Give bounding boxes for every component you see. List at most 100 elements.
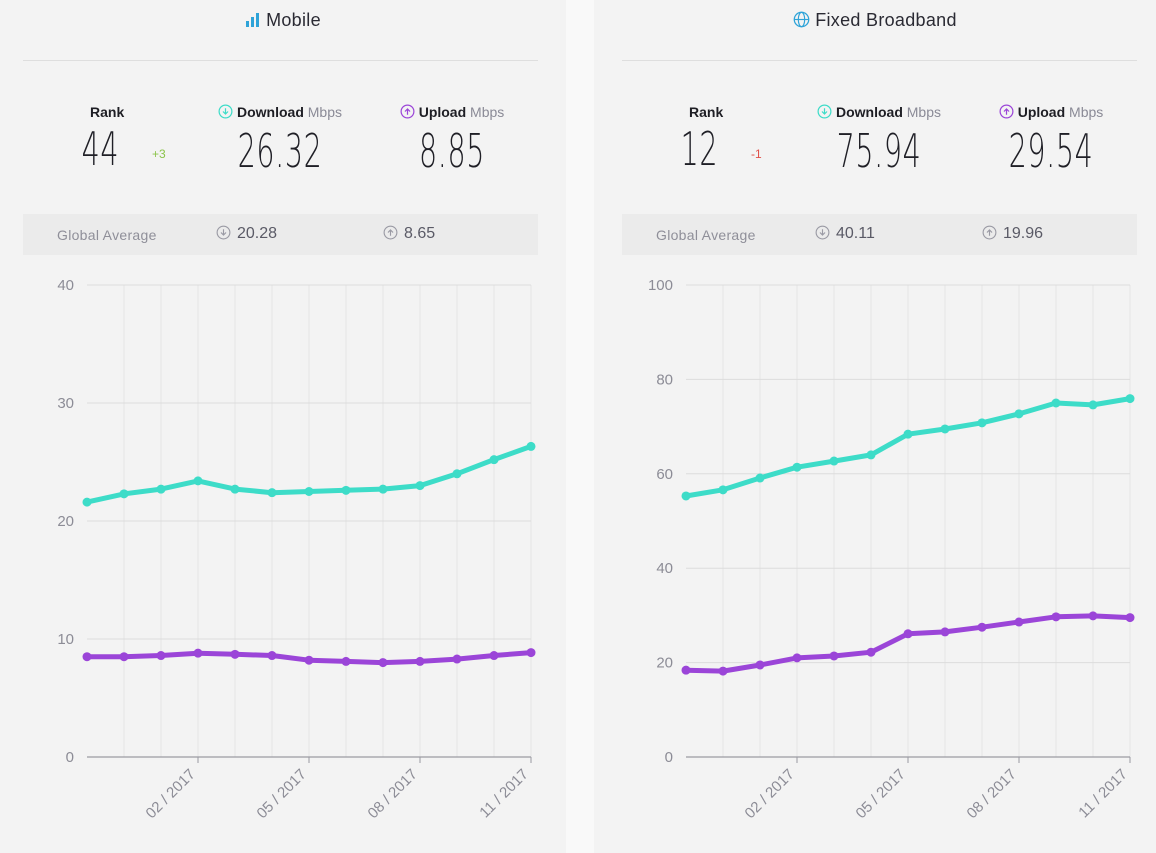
upload-data-point: [378, 658, 388, 668]
x-tick-label: 08 / 2017: [365, 766, 421, 822]
download-data-point: [378, 484, 388, 494]
download-data-point: [718, 485, 728, 495]
x-tick-label: 08 / 2017: [964, 766, 1020, 822]
mobile-panel: Mobile Rank 44 +3 Download Mbps 26.32 Up…: [0, 0, 566, 853]
download-data-point: [1014, 409, 1024, 419]
upload-data-point: [415, 656, 425, 666]
global-upload: 8.65: [383, 225, 435, 245]
upload-data-point: [866, 647, 876, 657]
upload-data-point: [82, 652, 92, 662]
global-download: 40.11: [815, 225, 875, 245]
download-data-point: [304, 487, 314, 496]
upload-value: 8.85: [419, 124, 485, 178]
upload-label: Upload Mbps: [971, 104, 1131, 122]
rank-label: Rank: [689, 104, 724, 120]
upload-data-point: [452, 654, 462, 664]
download-data-point: [193, 476, 203, 486]
global-average-bar: Global Average 40.11 19.96: [622, 214, 1137, 255]
download-circle-icon: [216, 225, 231, 245]
signal-bars-icon: [245, 12, 261, 33]
rank-metric: Rank 44: [68, 104, 148, 176]
upload-data-point: [1014, 617, 1024, 627]
upload-data-point: [341, 656, 351, 666]
download-value: 75.94: [836, 124, 922, 178]
download-data-point: [267, 488, 277, 498]
upload-data-point: [230, 649, 240, 659]
global-average-bar: Global Average 20.28 8.65: [23, 214, 538, 255]
download-data-point: [866, 450, 876, 460]
download-data-point: [526, 441, 536, 451]
download-data-point: [156, 484, 166, 494]
download-data-point: [82, 497, 92, 507]
x-tick-label: 02 / 2017: [742, 766, 798, 822]
upload-data-point: [792, 653, 802, 663]
upload-data-point: [489, 651, 499, 661]
download-data-point: [230, 484, 240, 494]
upload-circle-icon: [982, 225, 997, 245]
title-divider: [622, 60, 1137, 61]
upload-data-point: [681, 665, 691, 675]
upload-data-point: [903, 629, 913, 639]
download-data-point: [452, 469, 462, 479]
download-metric: Download Mbps 75.94: [789, 104, 969, 178]
panel-title: Fixed Broadband: [594, 10, 1156, 33]
panel-title: Mobile: [0, 10, 566, 33]
upload-label: Upload Mbps: [372, 104, 532, 122]
y-tick-label: 10: [57, 631, 74, 648]
upload-circle-icon: [383, 225, 398, 245]
download-data-point: [903, 429, 913, 439]
x-tick-label: 11 / 2017: [476, 766, 531, 821]
panel-title-text: Fixed Broadband: [815, 10, 957, 30]
y-tick-label: 80: [656, 371, 673, 388]
upload-data-point: [1088, 611, 1098, 621]
y-tick-label: 60: [656, 466, 673, 483]
y-tick-label: 0: [66, 749, 74, 766]
download-circle-icon: [817, 104, 832, 122]
upload-data-point: [755, 660, 765, 670]
upload-circle-icon: [400, 104, 415, 122]
download-label: Download Mbps: [190, 104, 370, 122]
fixed-broadband-panel: Fixed Broadband Rank 12 -1 Download Mbps…: [594, 0, 1156, 853]
rank-metric: Rank 12: [667, 104, 747, 176]
y-tick-label: 40: [57, 277, 74, 294]
globe-icon: [793, 11, 810, 33]
download-data-point: [489, 455, 499, 465]
y-tick-label: 20: [656, 655, 673, 672]
upload-data-point: [119, 652, 129, 662]
global-average-label: Global Average: [656, 227, 756, 243]
upload-circle-icon: [999, 104, 1014, 122]
download-data-point: [1088, 400, 1098, 410]
rank-change: +3: [152, 147, 166, 161]
upload-data-point: [718, 666, 728, 676]
panel-title-text: Mobile: [266, 10, 321, 30]
upload-data-point: [193, 648, 203, 658]
upload-data-point: [1125, 613, 1135, 623]
upload-data-point: [267, 651, 277, 661]
download-data-point: [341, 485, 351, 495]
global-average-label: Global Average: [57, 227, 157, 243]
global-upload: 19.96: [982, 225, 1043, 245]
upload-metric: Upload Mbps 8.85: [372, 104, 532, 178]
upload-data-point: [156, 651, 166, 661]
y-tick-label: 100: [648, 277, 673, 294]
fixed-broadband-speed-chart: 0 20 40 60 80 100 02 / 2017 05 / 2017 08 / 2017 1…: [648, 277, 1135, 822]
y-tick-label: 40: [656, 560, 673, 577]
download-data-point: [940, 424, 950, 434]
mobile-speed-chart: 0 10 20 30 40 02 / 2017 05 / 2017 08 / 2017 11 /…: [57, 277, 536, 822]
upload-data-point: [977, 622, 987, 632]
x-tick-label: 11 / 2017: [1075, 766, 1130, 821]
y-tick-label: 30: [57, 395, 74, 412]
rank-change: -1: [751, 147, 762, 161]
global-download: 20.28: [216, 225, 277, 245]
download-data-point: [829, 456, 839, 466]
download-circle-icon: [218, 104, 233, 122]
upload-data-point: [940, 627, 950, 637]
download-metric: Download Mbps 26.32: [190, 104, 370, 178]
y-tick-label: 0: [665, 749, 673, 766]
download-label: Download Mbps: [789, 104, 969, 122]
download-circle-icon: [815, 225, 830, 245]
download-value: 26.32: [237, 124, 323, 178]
upload-metric: Upload Mbps 29.54: [971, 104, 1131, 178]
download-data-point: [119, 489, 129, 499]
upload-data-point: [1051, 612, 1061, 622]
